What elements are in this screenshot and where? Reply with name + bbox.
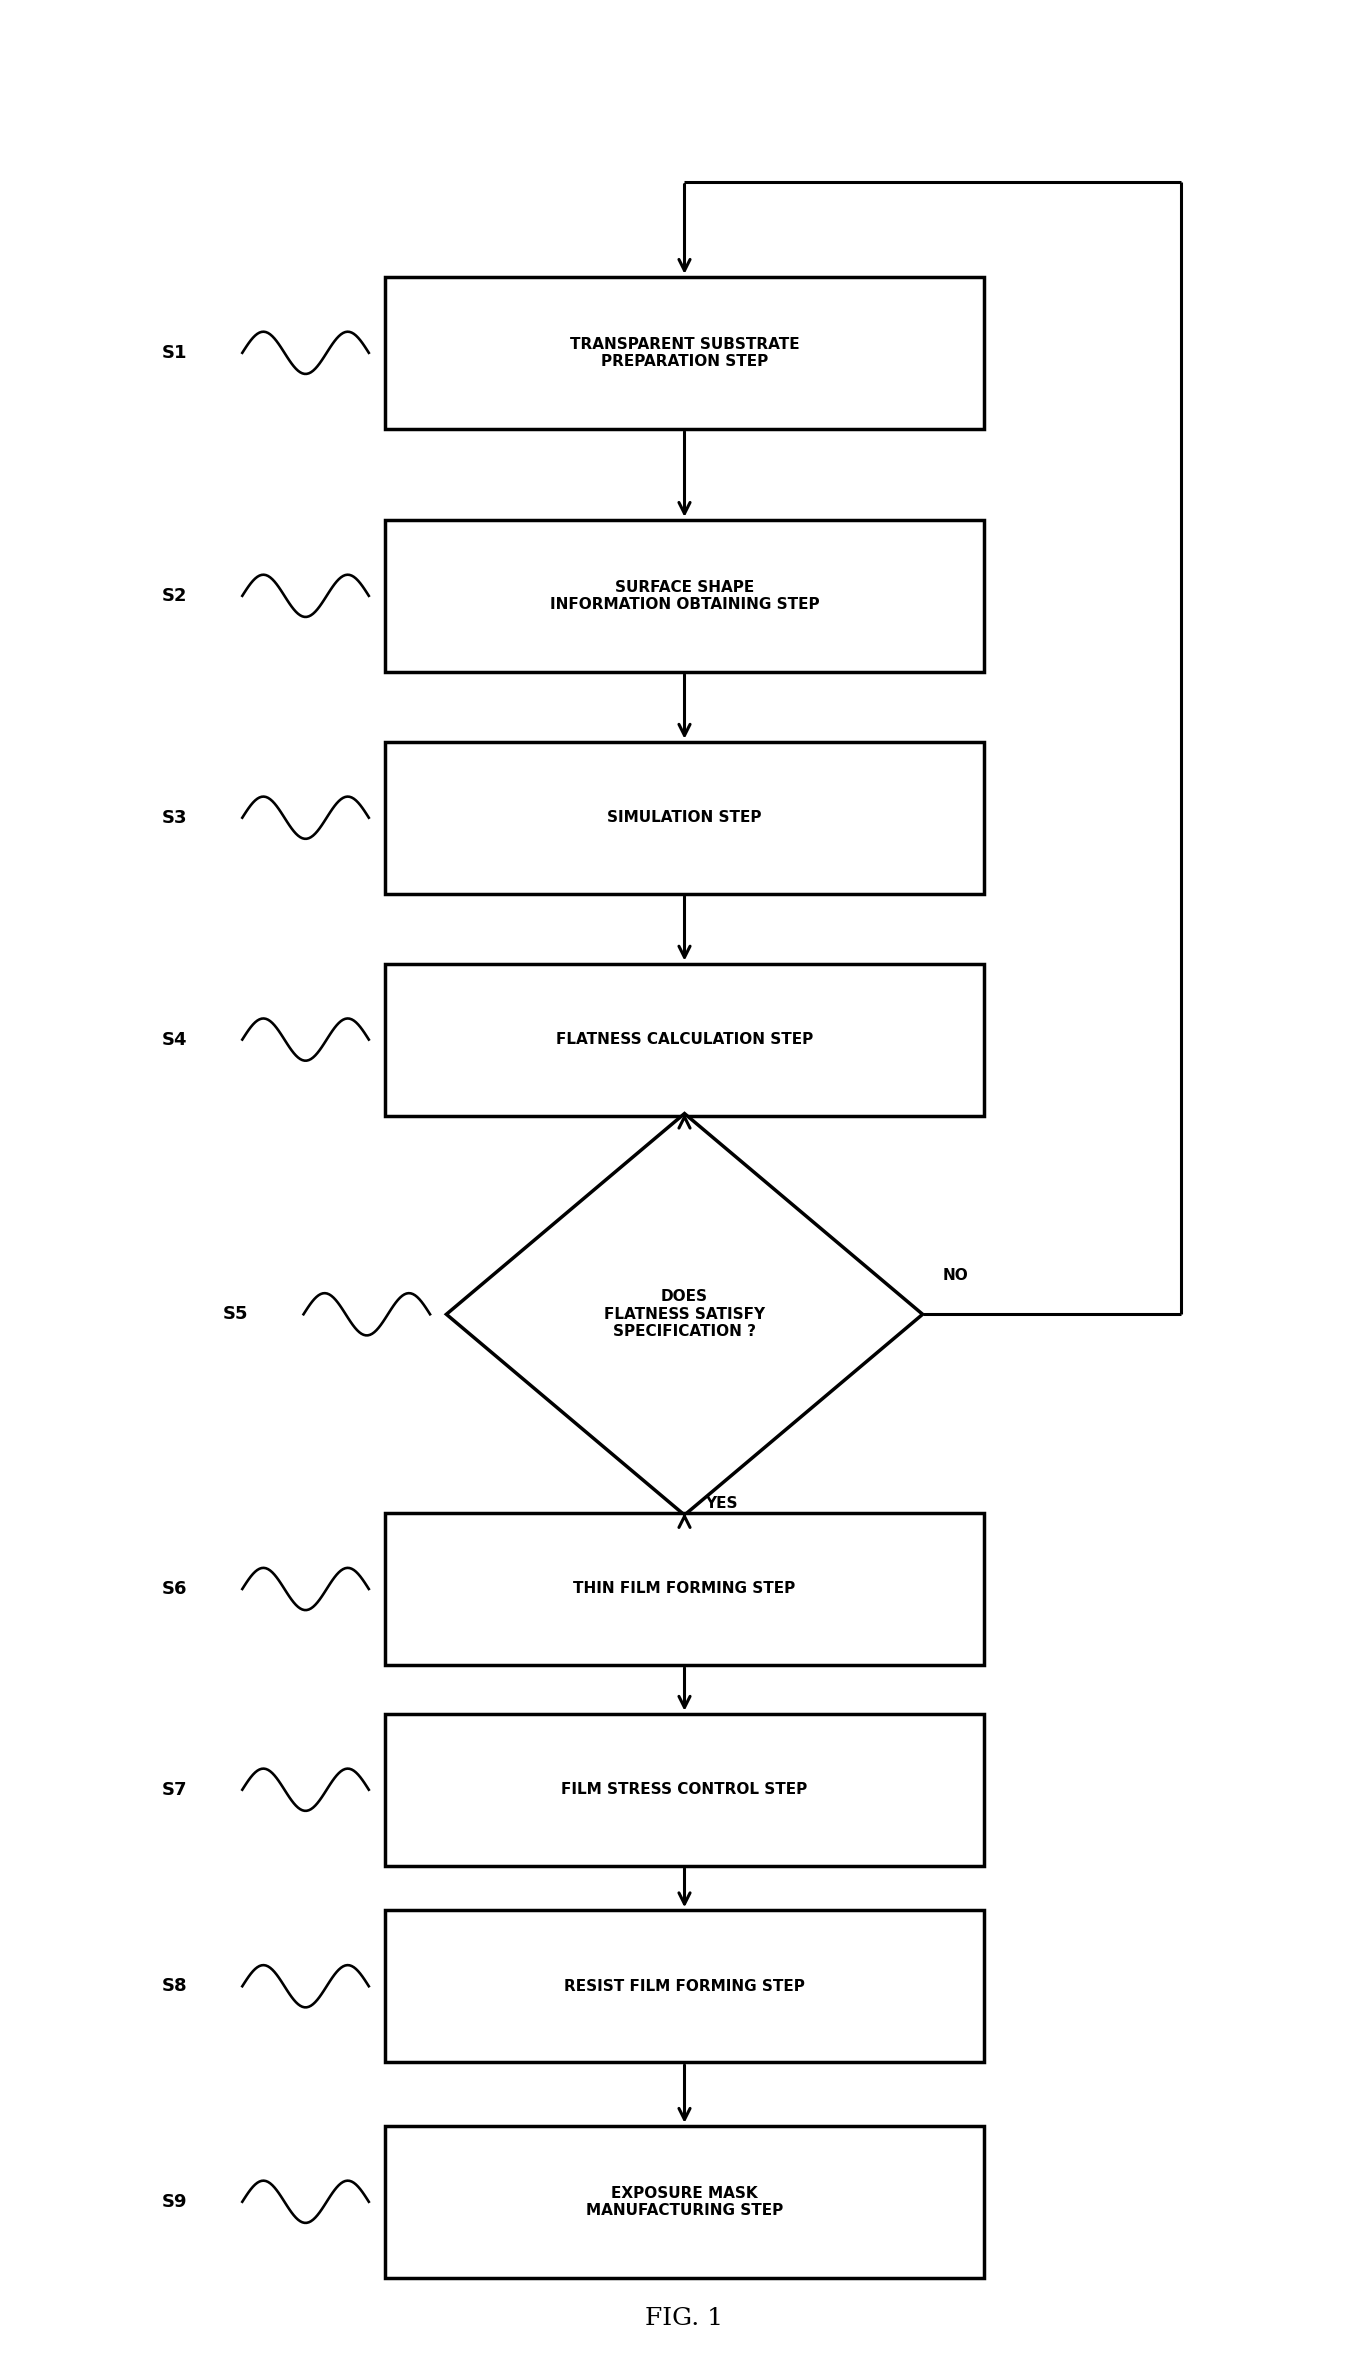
Text: SURFACE SHAPE
INFORMATION OBTAINING STEP: SURFACE SHAPE INFORMATION OBTAINING STEP	[550, 580, 819, 613]
Polygon shape	[446, 1114, 923, 1515]
FancyBboxPatch shape	[385, 1910, 984, 2062]
Text: SIMULATION STEP: SIMULATION STEP	[608, 810, 761, 824]
Text: DOES
FLATNESS SATISFY
SPECIFICATION ?: DOES FLATNESS SATISFY SPECIFICATION ?	[604, 1290, 765, 1339]
Text: S8: S8	[162, 1978, 188, 1995]
Text: S6: S6	[162, 1579, 188, 1598]
Text: S9: S9	[162, 2192, 188, 2211]
Text: YES: YES	[705, 1496, 738, 1510]
Text: FIG. 1: FIG. 1	[646, 2306, 723, 2330]
Text: FLATNESS CALCULATION STEP: FLATNESS CALCULATION STEP	[556, 1033, 813, 1047]
Text: THIN FILM FORMING STEP: THIN FILM FORMING STEP	[574, 1582, 795, 1596]
FancyBboxPatch shape	[385, 2126, 984, 2278]
Text: EXPOSURE MASK
MANUFACTURING STEP: EXPOSURE MASK MANUFACTURING STEP	[586, 2185, 783, 2218]
Text: S4: S4	[162, 1031, 188, 1050]
Text: S2: S2	[162, 587, 188, 606]
FancyBboxPatch shape	[385, 278, 984, 430]
FancyBboxPatch shape	[385, 1513, 984, 1665]
Text: S7: S7	[162, 1781, 188, 1798]
Text: S5: S5	[223, 1306, 248, 1323]
FancyBboxPatch shape	[385, 741, 984, 893]
Text: TRANSPARENT SUBSTRATE
PREPARATION STEP: TRANSPARENT SUBSTRATE PREPARATION STEP	[570, 337, 799, 368]
Text: RESIST FILM FORMING STEP: RESIST FILM FORMING STEP	[564, 1978, 805, 1993]
FancyBboxPatch shape	[385, 520, 984, 672]
Text: NO: NO	[943, 1268, 969, 1282]
FancyBboxPatch shape	[385, 1715, 984, 1867]
Text: S3: S3	[162, 810, 188, 826]
Text: S1: S1	[162, 344, 188, 361]
FancyBboxPatch shape	[385, 964, 984, 1116]
Text: FILM STRESS CONTROL STEP: FILM STRESS CONTROL STEP	[561, 1781, 808, 1798]
